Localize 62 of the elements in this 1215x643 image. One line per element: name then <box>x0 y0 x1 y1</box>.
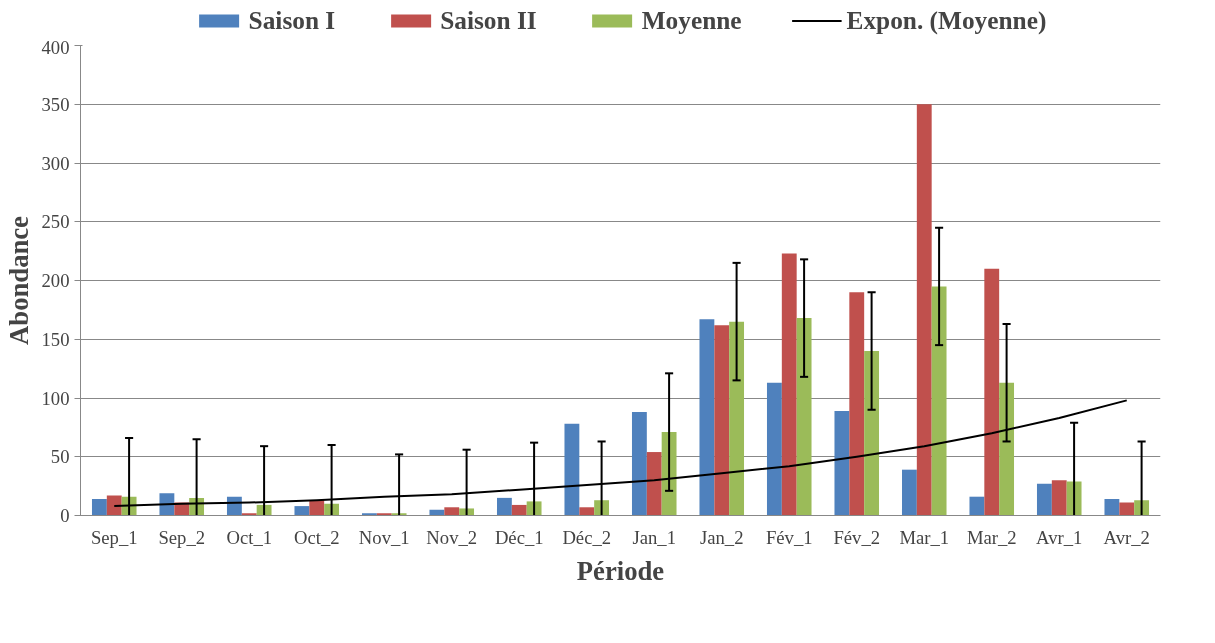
y-tick-label: 400 <box>41 36 70 58</box>
bar <box>984 268 1000 516</box>
bar <box>1036 483 1052 516</box>
bar <box>309 500 325 516</box>
y-tick-label: 0 <box>60 505 70 526</box>
x-tick-label: Mar_2 <box>966 526 1017 548</box>
bar <box>1104 499 1120 516</box>
bar <box>1119 502 1135 516</box>
x-tick-label: Fév_1 <box>765 526 813 548</box>
y-tick-label: 200 <box>41 270 70 291</box>
x-tick-label: Déc_1 <box>494 526 544 548</box>
bar <box>699 319 715 516</box>
legend-label: Saison II <box>440 5 537 35</box>
y-tick-label: 250 <box>41 211 70 233</box>
bar <box>444 507 460 516</box>
y-tick-label: 300 <box>41 152 70 174</box>
x-tick-label: Mar_1 <box>899 526 950 548</box>
y-tick-label: 350 <box>41 93 70 115</box>
x-tick-label: Déc_2 <box>562 526 612 548</box>
bar <box>766 382 782 516</box>
x-tick-label: Oct_1 <box>226 526 273 548</box>
bar <box>834 410 850 516</box>
legend-label: Moyenne <box>641 5 742 35</box>
bar <box>714 325 730 516</box>
x-tick-label: Nov_2 <box>426 526 478 548</box>
y-tick-label: 150 <box>41 328 70 350</box>
bar <box>849 292 865 516</box>
bar <box>1051 480 1067 516</box>
bar <box>91 499 107 516</box>
bar <box>796 318 812 516</box>
bar <box>931 286 947 516</box>
x-axis-title: Période <box>576 555 665 586</box>
x-tick-label: Sep_1 <box>90 526 138 548</box>
bar <box>901 469 917 516</box>
bar <box>646 452 662 516</box>
bar <box>916 104 932 516</box>
x-tick-label: Fév_2 <box>833 526 881 548</box>
bar <box>159 493 175 516</box>
bar <box>781 253 797 516</box>
bar <box>969 496 985 516</box>
legend-label: Saison I <box>248 5 336 35</box>
y-tick-label: 100 <box>41 387 70 409</box>
x-tick-label: Avr_2 <box>1103 526 1150 548</box>
bar <box>729 321 745 516</box>
bar <box>511 504 527 516</box>
legend-label: Expon. (Moyenne) <box>846 5 1047 35</box>
bar <box>579 507 595 516</box>
y-tick-label: 50 <box>50 446 70 468</box>
x-tick-label: Oct_2 <box>293 526 340 548</box>
bar <box>631 412 647 516</box>
bar <box>106 495 122 516</box>
bar <box>564 423 580 516</box>
y-axis-title: Abondance <box>3 215 34 345</box>
bar <box>864 351 880 516</box>
x-tick-label: Avr_1 <box>1036 526 1083 548</box>
x-tick-label: Sep_2 <box>158 526 206 548</box>
bar <box>496 497 512 516</box>
x-tick-label: Jan_2 <box>699 526 744 548</box>
bar <box>294 506 310 516</box>
bar <box>999 382 1015 516</box>
x-tick-label: Nov_1 <box>358 526 410 548</box>
x-tick-label: Jan_1 <box>632 526 677 548</box>
